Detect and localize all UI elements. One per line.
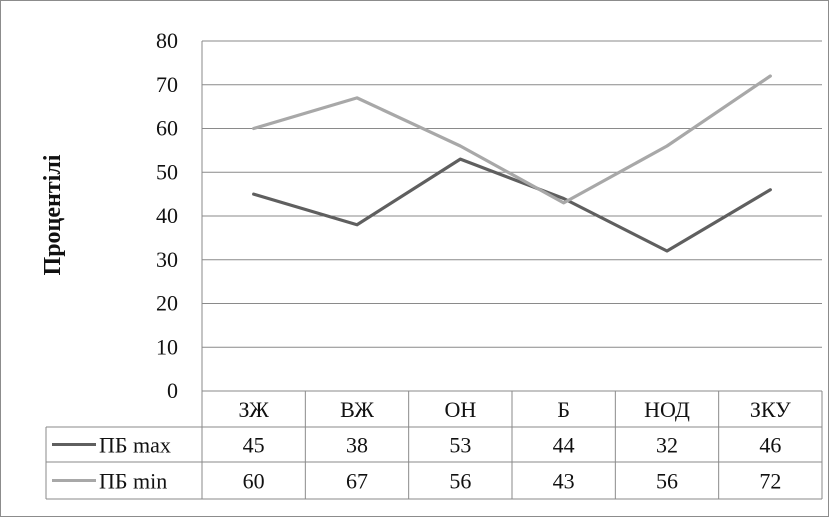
table-cell-value: 32 [656,433,678,458]
table-cell-value: 38 [346,433,368,458]
x-tick-label: НОД [644,397,690,422]
legend-label: ПБ min [99,469,167,494]
x-tick-label: ЗЖ [238,397,269,422]
y-tick-label: 50 [156,159,178,184]
table-cell-value: 56 [449,469,471,494]
x-tick-label: ВЖ [340,397,374,422]
table-cell-value: 43 [553,469,575,494]
table-cell-value: 44 [553,433,575,458]
table-cell-value: 56 [656,469,678,494]
y-tick-label: 40 [156,203,178,228]
x-tick-label: Б [557,397,570,422]
table-cell-value: 60 [243,469,265,494]
table-cell-value: 46 [759,433,781,458]
y-axis-label: Процентілі [40,154,66,275]
y-tick-label: 30 [156,247,178,272]
y-tick-label: 80 [156,28,178,53]
series-line [252,157,772,253]
y-tick-label: 0 [167,378,178,403]
data-table: ЗЖ ВЖ ОН Б НОД ЗКУ ПБ max 45 38 53 44 32 46 ПБ min 60 6… [45,390,823,500]
table-cell-value: 45 [243,433,265,458]
x-tick-label: ЗКУ [750,397,791,422]
gridlines [201,40,822,391]
series-lines [252,74,772,253]
series-line [252,74,772,205]
y-tick-label: 70 [156,72,178,97]
y-tick-label: 60 [156,116,178,141]
y-tick-label: 20 [156,291,178,316]
y-axis-ticks: 0 10 20 30 40 50 60 70 80 [156,28,178,403]
y-tick-label: 10 [156,334,178,359]
x-tick-label: ОН [444,397,476,422]
legend-label: ПБ max [99,433,171,458]
table-cell-value: 53 [449,433,471,458]
table-cell-value: 67 [346,469,368,494]
table-cell-value: 72 [759,469,781,494]
